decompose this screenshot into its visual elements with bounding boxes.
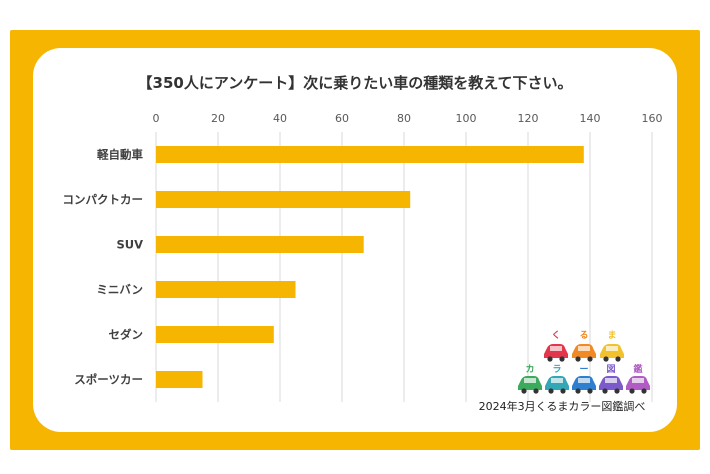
logo-letter: ラ: [552, 364, 561, 375]
car-icon: [626, 376, 650, 394]
category-label: SUV: [116, 238, 143, 252]
category-label: ミニバン: [96, 283, 143, 297]
x-tick-label: 100: [456, 112, 477, 125]
x-tick-label: 20: [211, 112, 225, 125]
car-icon: [572, 344, 596, 362]
logo-letter: 鑑: [633, 363, 642, 375]
kurumacolor-logo: く る まカ ラ ー 図 鑑: [518, 330, 650, 394]
bar: [156, 326, 274, 343]
x-tick-label: 140: [580, 112, 601, 125]
x-tick-label: 160: [642, 112, 663, 125]
bar: [156, 236, 364, 253]
logo-letter: 図: [606, 364, 615, 375]
x-axis-ticks: 0 20 40 60 80 100 120 140 160: [153, 112, 663, 125]
bar: [156, 191, 411, 208]
logo-letter: る: [579, 330, 588, 341]
bar: [156, 371, 203, 388]
category-label: 軽自動車: [97, 148, 143, 162]
logo-letter: ま: [607, 330, 616, 341]
category-label: スポーツカー: [74, 373, 143, 387]
car-icon: [599, 376, 623, 394]
category-label: コンパクトカー: [63, 193, 144, 207]
car-icon: [600, 344, 624, 362]
logo-letter: く: [551, 330, 560, 341]
chart-title: 【350人にアンケート】次に乗りたい車の種類を教えて下さい。: [138, 74, 573, 92]
bars: [156, 146, 584, 388]
x-tick-label: 60: [335, 112, 349, 125]
car-icon: [545, 376, 569, 394]
source-credit: 2024年3月くるまカラー図鑑調べ: [479, 399, 646, 413]
car-icon: [544, 344, 568, 362]
bar: [156, 146, 584, 163]
bar: [156, 281, 296, 298]
x-tick-label: 0: [153, 112, 160, 125]
x-tick-label: 120: [518, 112, 539, 125]
logo-letter: カ: [525, 364, 534, 375]
car-icon: [518, 376, 542, 394]
category-label: セダン: [109, 328, 144, 342]
car-icon: [572, 376, 596, 394]
x-tick-label: 40: [273, 112, 287, 125]
logo-letter: ー: [579, 365, 588, 375]
x-tick-label: 80: [397, 112, 411, 125]
